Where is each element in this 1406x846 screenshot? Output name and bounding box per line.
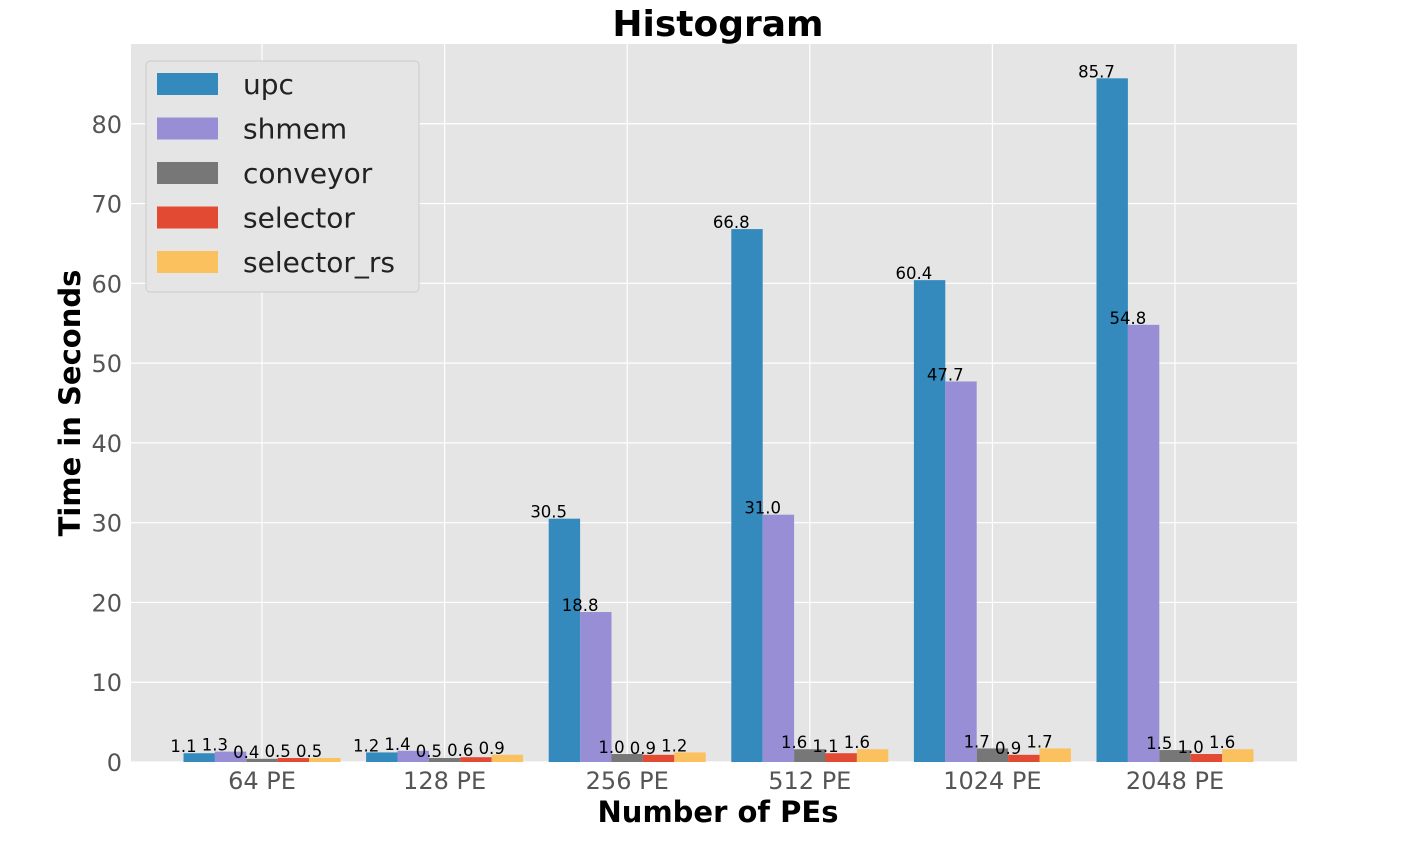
x-tick-label: 1024 PE bbox=[943, 767, 1041, 795]
legend-label-selector: selector bbox=[243, 202, 355, 235]
x-axis-ticks: 64 PE 128 PE 256 PE 512 PE 1024 PE 2048 PE bbox=[228, 767, 1224, 795]
bar-value-label: 1.7 bbox=[964, 732, 990, 751]
bar-value-label: 1.4 bbox=[384, 735, 410, 754]
y-tick-label: 70 bbox=[91, 191, 122, 219]
bar-upc bbox=[183, 753, 215, 762]
x-axis-label: Number of PEs bbox=[598, 795, 839, 829]
bar-upc bbox=[731, 229, 763, 762]
bar-value-label: 0.9 bbox=[995, 739, 1021, 758]
bar-value-label: 1.6 bbox=[1209, 733, 1235, 752]
bar-selector bbox=[1190, 754, 1223, 762]
chart-title: Histogram bbox=[612, 4, 823, 45]
bar-selector bbox=[825, 753, 857, 762]
bar-value-label: 30.5 bbox=[530, 503, 567, 522]
legend: upc shmem conveyor selector selector_rs bbox=[145, 60, 420, 293]
bar-value-label: 1.1 bbox=[170, 737, 196, 756]
bar-selector bbox=[460, 757, 492, 762]
bar-value-label: 1.2 bbox=[353, 736, 379, 755]
bar-selector_rs bbox=[1039, 748, 1071, 762]
legend-items: upc shmem conveyor selector selector_rs bbox=[157, 68, 395, 279]
bar-shmem bbox=[1127, 324, 1160, 762]
bar-value-label: 0.5 bbox=[296, 742, 322, 761]
y-axis-label: Time in Seconds bbox=[53, 270, 87, 537]
legend-label-shmem: shmem bbox=[243, 113, 347, 146]
bar-value-label: 47.7 bbox=[927, 365, 964, 384]
y-axis-ticks: 0 10 20 30 40 50 60 70 80 bbox=[91, 111, 122, 777]
bar-value-label: 0.9 bbox=[630, 739, 656, 758]
y-tick-label: 10 bbox=[91, 669, 122, 697]
bar-selector bbox=[1008, 754, 1040, 762]
bar-selector bbox=[642, 754, 675, 762]
bar-conveyor bbox=[1159, 750, 1191, 762]
bar-upc bbox=[913, 280, 946, 762]
bar-value-label: 85.7 bbox=[1078, 62, 1115, 81]
bar-selector bbox=[277, 758, 310, 762]
y-tick-label: 60 bbox=[91, 270, 122, 298]
y-tick-label: 0 bbox=[107, 749, 122, 777]
legend-swatch-shmem bbox=[157, 117, 218, 140]
x-tick-label: 64 PE bbox=[228, 767, 296, 795]
bar-selector_rs bbox=[674, 752, 706, 762]
y-tick-label: 20 bbox=[91, 589, 122, 617]
bar-value-label: 60.4 bbox=[896, 264, 933, 283]
y-tick-label: 80 bbox=[91, 111, 122, 139]
legend-swatch-conveyor bbox=[157, 162, 218, 184]
bar-conveyor bbox=[246, 758, 278, 762]
bar-value-label: 1.1 bbox=[812, 737, 838, 756]
bar-value-label: 0.5 bbox=[416, 742, 442, 761]
x-tick-label: 128 PE bbox=[403, 767, 486, 795]
bar-selector_rs bbox=[856, 749, 889, 762]
legend-label-conveyor: conveyor bbox=[243, 157, 373, 190]
bar-selector_rs bbox=[1222, 749, 1254, 762]
bar-value-label: 1.5 bbox=[1146, 734, 1172, 753]
bar-value-label: 0.6 bbox=[447, 741, 473, 760]
bar-value-label: 1.0 bbox=[1178, 738, 1204, 757]
bar-selector_rs bbox=[491, 754, 524, 762]
bar-value-label: 54.8 bbox=[1110, 309, 1147, 328]
bar-value-label: 1.2 bbox=[661, 736, 687, 755]
bar-conveyor bbox=[428, 758, 461, 762]
bar-value-label: 1.6 bbox=[781, 733, 807, 752]
bar-value-label: 31.0 bbox=[744, 499, 781, 518]
bars bbox=[183, 78, 1254, 762]
bar-upc bbox=[366, 752, 398, 762]
bar-shmem bbox=[214, 751, 247, 762]
bar-value-label: 66.8 bbox=[713, 213, 750, 232]
bar-conveyor bbox=[611, 754, 643, 762]
bar-conveyor bbox=[794, 749, 826, 762]
bar-value-label: 1.3 bbox=[202, 736, 228, 755]
bar-value-label: 1.0 bbox=[598, 738, 624, 757]
data-labels: 1.1 1.2 30.5 66.8 60.4 85.7 1.3 1.4 18.8 31.0 47.7… bbox=[170, 62, 1235, 762]
x-tick-label: 256 PE bbox=[586, 767, 669, 795]
x-tick-label: 2048 PE bbox=[1126, 767, 1224, 795]
legend-swatch-selector bbox=[157, 206, 218, 229]
bar-value-label: 1.6 bbox=[844, 733, 870, 752]
y-tick-label: 40 bbox=[91, 430, 122, 458]
bar-shmem bbox=[580, 612, 612, 762]
bar-selector_rs bbox=[309, 758, 341, 762]
bar-value-label: 1.7 bbox=[1026, 732, 1052, 751]
bar-value-label: 0.9 bbox=[479, 739, 505, 758]
legend-label-selector_rs: selector_rs bbox=[243, 246, 395, 279]
bar-value-label: 0.4 bbox=[233, 743, 259, 762]
bar-shmem bbox=[945, 381, 977, 762]
bar-conveyor bbox=[976, 748, 1009, 762]
bar-shmem bbox=[397, 750, 429, 762]
y-tick-label: 50 bbox=[91, 350, 122, 378]
legend-swatch-upc bbox=[157, 73, 218, 95]
x-tick-label: 512 PE bbox=[768, 767, 851, 795]
y-tick-label: 30 bbox=[91, 510, 122, 538]
legend-label-upc: upc bbox=[243, 68, 294, 101]
bar-value-label: 18.8 bbox=[562, 596, 599, 615]
bar-upc bbox=[548, 518, 581, 762]
bar-upc bbox=[1096, 78, 1128, 762]
legend-swatch-selector_rs bbox=[157, 251, 218, 273]
bar-value-label: 0.5 bbox=[265, 742, 291, 761]
bar-shmem bbox=[762, 514, 795, 762]
